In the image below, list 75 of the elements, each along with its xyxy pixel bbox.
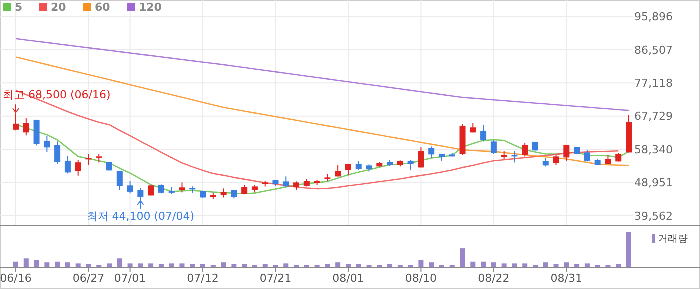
bar <box>55 262 60 268</box>
bar <box>584 264 590 268</box>
legend-label: 20 <box>51 1 67 14</box>
bar <box>470 262 476 268</box>
candlestick <box>418 146 424 168</box>
candlestick <box>54 141 61 164</box>
candlestick <box>408 159 414 170</box>
candlestick <box>127 180 134 194</box>
candlestick <box>220 188 227 198</box>
x-tick-label: 08/22 <box>478 272 510 285</box>
candlestick <box>116 170 123 191</box>
candlestick <box>490 140 497 154</box>
bar <box>429 262 434 268</box>
legend-label: 120 <box>139 1 162 14</box>
bar <box>284 264 289 268</box>
candlestick <box>179 182 186 194</box>
candlestick <box>480 124 487 142</box>
bar <box>34 260 40 268</box>
y-tick-label: 58,340 <box>634 143 673 156</box>
bar <box>460 248 466 268</box>
bar <box>148 264 154 268</box>
candlestick <box>44 135 50 153</box>
bar <box>543 262 548 268</box>
candlestick <box>23 118 30 136</box>
candlestick <box>584 149 590 162</box>
bar <box>221 262 226 268</box>
candlestick <box>605 154 612 165</box>
bar <box>336 262 341 268</box>
x-tick-label: 08/10 <box>405 272 438 285</box>
bar <box>65 262 70 268</box>
x-tick-label: 07/12 <box>187 272 219 285</box>
bar <box>564 262 570 268</box>
x-tick-label: 06/27 <box>72 272 105 285</box>
y-tick-label: 77,118 <box>634 76 673 90</box>
bar <box>107 264 112 268</box>
bar <box>76 264 81 268</box>
bar <box>491 262 496 268</box>
y-tick-label: 39,562 <box>634 210 673 223</box>
bar <box>512 264 518 268</box>
y-tick-label: 86,507 <box>634 44 673 57</box>
candlestick <box>75 159 82 176</box>
bar <box>14 262 18 268</box>
bar <box>128 264 133 268</box>
bar <box>418 260 424 268</box>
candlestick <box>13 113 19 132</box>
legend-label: 5 <box>15 1 23 14</box>
bar <box>522 264 528 268</box>
bar <box>24 258 29 268</box>
y-tick-label: 95,896 <box>634 10 673 24</box>
bar <box>180 264 185 268</box>
x-tick-label: 07/21 <box>260 272 292 285</box>
legend-label: 60 <box>95 1 111 14</box>
bar <box>169 264 174 268</box>
candlestick <box>64 155 71 174</box>
bar <box>626 232 632 268</box>
bar <box>502 264 507 268</box>
annotation: 최저 44,100 (07/04) <box>86 210 195 223</box>
candlestick <box>564 144 570 162</box>
y-tick-label: 48,951 <box>634 176 673 190</box>
bar <box>138 264 144 268</box>
annotation: 최고 68,500 (06/16) <box>3 88 111 102</box>
candlestick <box>428 146 435 158</box>
legend-label: 거래량 <box>658 234 688 245</box>
bar <box>117 258 122 268</box>
candlestick <box>522 142 528 158</box>
candlestick <box>138 188 144 200</box>
x-tick-label: 07/01 <box>114 272 146 285</box>
y-tick-label: 67,729 <box>634 110 673 124</box>
x-tick-label: 08/31 <box>550 272 583 285</box>
bar <box>481 262 486 268</box>
bar <box>44 262 50 268</box>
candlestick <box>356 160 362 170</box>
x-tick-label: 08/01 <box>332 272 364 285</box>
candlestick <box>553 154 560 166</box>
x-tick-label: 06/16 <box>0 272 32 285</box>
